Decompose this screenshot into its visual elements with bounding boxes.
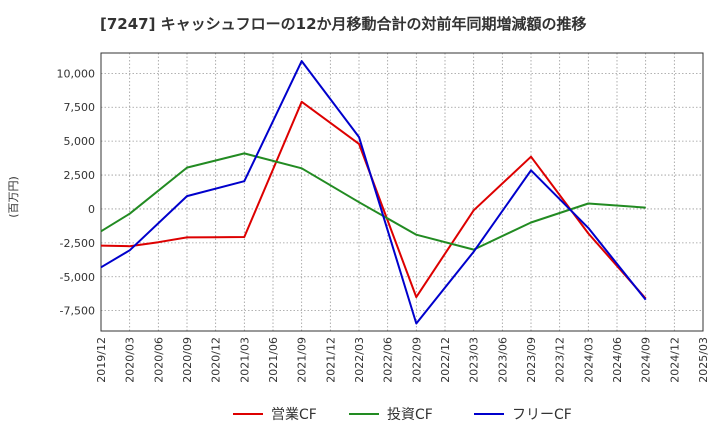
series-line-営業CF xyxy=(100,100,647,300)
y-tick-label: 0 xyxy=(88,203,95,216)
x-tick-label: 2022/03 xyxy=(353,337,366,383)
x-tick-label: 2022/09 xyxy=(410,337,423,383)
plot-background xyxy=(101,53,703,331)
x-tick-label: 2020/06 xyxy=(152,337,165,383)
x-tick-label: 2024/03 xyxy=(582,337,595,383)
x-tick-label: 2020/09 xyxy=(181,337,194,383)
x-tick-label: 2022/06 xyxy=(382,337,395,383)
y-axis-label: (百万円) xyxy=(7,176,20,218)
y-tick-label: 5,000 xyxy=(64,135,96,148)
series-line-投資CF xyxy=(100,152,646,251)
x-tick-label: 2024/06 xyxy=(611,337,624,383)
plot-frame xyxy=(100,52,704,332)
x-tick-label: 2025/03 xyxy=(697,337,710,383)
x-tick-label: 2024/09 xyxy=(640,337,653,383)
y-tick-label: -7,500 xyxy=(60,305,95,318)
y-tick-label: 7,500 xyxy=(64,101,96,114)
y-tick-label: 2,500 xyxy=(64,169,96,182)
legend-label: 営業CF xyxy=(271,407,317,423)
x-tick-label: 2021/06 xyxy=(267,337,280,383)
x-tick-label: 2020/12 xyxy=(210,337,223,383)
legend: 営業CF 投資CF フリーCF xyxy=(233,407,572,423)
y-tick-label: 10,000 xyxy=(57,67,96,80)
x-tick-label: 2023/12 xyxy=(554,337,567,383)
x-tick-label: 2023/09 xyxy=(525,337,538,383)
plot-area: 10,000 7,500 5,000 2,500 0 -2,500 -5,000 -7,500… xyxy=(57,52,710,383)
series-line-フリーCF xyxy=(100,60,647,325)
x-tick-label: 2019/12 xyxy=(95,337,108,383)
x-tick-label: 2023/06 xyxy=(496,337,509,383)
legend-label: フリーCF xyxy=(512,407,572,423)
x-tick-label: 2023/03 xyxy=(468,337,481,383)
x-tick-label: 2021/09 xyxy=(296,337,309,383)
legend-label: 投資CF xyxy=(387,407,433,423)
y-tick-label: -2,500 xyxy=(60,237,95,250)
x-tick-label: 2020/03 xyxy=(124,337,137,383)
x-tick-label: 2021/03 xyxy=(238,337,251,383)
y-tick-label: -5,000 xyxy=(60,271,95,284)
x-tick-label: 2024/12 xyxy=(668,337,681,383)
x-tick-label: 2021/12 xyxy=(324,337,337,383)
chart-title: [7247] キャッシュフローの12か月移動合計の対前年同期増減額の推移 xyxy=(100,15,587,33)
x-tick-label: 2022/12 xyxy=(439,337,452,383)
